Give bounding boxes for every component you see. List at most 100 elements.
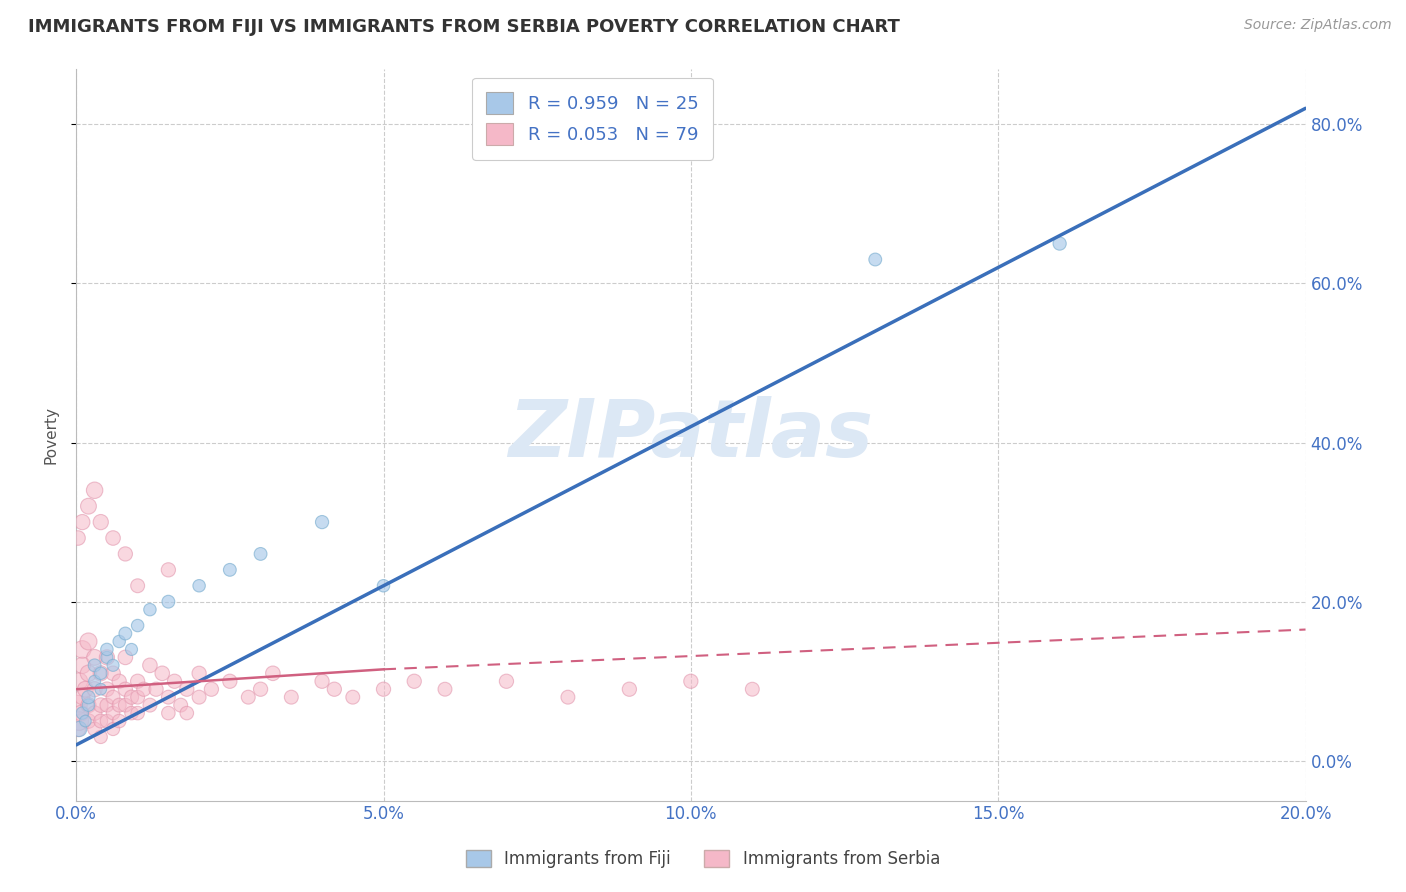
Point bbox=[373, 579, 395, 593]
Point bbox=[101, 531, 124, 545]
Point bbox=[249, 682, 271, 697]
Point bbox=[1049, 236, 1071, 251]
Point bbox=[132, 682, 155, 697]
Point bbox=[72, 706, 94, 720]
Point bbox=[150, 666, 173, 681]
Point bbox=[114, 682, 136, 697]
Point bbox=[145, 682, 167, 697]
Point bbox=[101, 658, 124, 673]
Point bbox=[114, 698, 136, 713]
Point bbox=[83, 483, 105, 498]
Legend: Immigrants from Fiji, Immigrants from Serbia: Immigrants from Fiji, Immigrants from Se… bbox=[460, 843, 946, 875]
Point bbox=[373, 682, 395, 697]
Point bbox=[77, 666, 100, 681]
Point bbox=[75, 714, 97, 728]
Point bbox=[83, 658, 105, 673]
Text: Source: ZipAtlas.com: Source: ZipAtlas.com bbox=[1244, 18, 1392, 32]
Point bbox=[66, 698, 89, 713]
Point bbox=[90, 714, 112, 728]
Point bbox=[101, 666, 124, 681]
Point bbox=[77, 690, 100, 705]
Point bbox=[679, 674, 702, 689]
Point bbox=[311, 674, 333, 689]
Text: ZIPatlas: ZIPatlas bbox=[509, 395, 873, 474]
Point bbox=[101, 706, 124, 720]
Point bbox=[127, 674, 149, 689]
Point bbox=[67, 722, 90, 736]
Point bbox=[96, 642, 118, 657]
Point bbox=[557, 690, 579, 705]
Point bbox=[127, 579, 149, 593]
Point bbox=[200, 682, 222, 697]
Point bbox=[218, 563, 240, 577]
Point bbox=[114, 650, 136, 665]
Point bbox=[108, 674, 131, 689]
Legend: R = 0.959   N = 25, R = 0.053   N = 79: R = 0.959 N = 25, R = 0.053 N = 79 bbox=[472, 78, 713, 160]
Point bbox=[108, 634, 131, 648]
Point bbox=[66, 531, 89, 545]
Point bbox=[495, 674, 517, 689]
Point bbox=[77, 698, 100, 713]
Point bbox=[139, 602, 162, 616]
Point bbox=[108, 714, 131, 728]
Point bbox=[90, 515, 112, 529]
Point bbox=[90, 682, 112, 697]
Point bbox=[262, 666, 284, 681]
Y-axis label: Poverty: Poverty bbox=[44, 406, 58, 464]
Point bbox=[121, 642, 143, 657]
Point bbox=[83, 706, 105, 720]
Point bbox=[77, 714, 100, 728]
Point bbox=[139, 698, 162, 713]
Point bbox=[114, 626, 136, 640]
Point bbox=[72, 515, 94, 529]
Point bbox=[238, 690, 260, 705]
Point bbox=[121, 690, 143, 705]
Point bbox=[90, 730, 112, 744]
Text: IMMIGRANTS FROM FIJI VS IMMIGRANTS FROM SERBIA POVERTY CORRELATION CHART: IMMIGRANTS FROM FIJI VS IMMIGRANTS FROM … bbox=[28, 18, 900, 36]
Point bbox=[619, 682, 641, 697]
Point bbox=[157, 690, 180, 705]
Point bbox=[72, 642, 94, 657]
Point bbox=[127, 690, 149, 705]
Point bbox=[90, 698, 112, 713]
Point bbox=[70, 706, 93, 720]
Point bbox=[75, 682, 97, 697]
Point bbox=[157, 563, 180, 577]
Point bbox=[127, 706, 149, 720]
Point bbox=[72, 690, 94, 705]
Point bbox=[249, 547, 271, 561]
Point bbox=[311, 515, 333, 529]
Point bbox=[157, 706, 180, 720]
Point bbox=[114, 547, 136, 561]
Point bbox=[96, 650, 118, 665]
Point bbox=[176, 682, 198, 697]
Point bbox=[67, 674, 90, 689]
Point bbox=[865, 252, 887, 267]
Point bbox=[101, 690, 124, 705]
Point bbox=[96, 682, 118, 697]
Point bbox=[66, 722, 89, 736]
Point bbox=[157, 595, 180, 609]
Point bbox=[77, 499, 100, 513]
Point bbox=[139, 658, 162, 673]
Point bbox=[96, 698, 118, 713]
Point bbox=[77, 634, 100, 648]
Point bbox=[218, 674, 240, 689]
Point bbox=[83, 722, 105, 736]
Point bbox=[188, 666, 211, 681]
Point bbox=[90, 666, 112, 681]
Point bbox=[323, 682, 346, 697]
Point bbox=[83, 674, 105, 689]
Point bbox=[433, 682, 456, 697]
Point bbox=[72, 658, 94, 673]
Point bbox=[77, 698, 100, 713]
Point bbox=[169, 698, 191, 713]
Point bbox=[176, 706, 198, 720]
Point bbox=[108, 698, 131, 713]
Point bbox=[127, 618, 149, 632]
Point bbox=[342, 690, 364, 705]
Point bbox=[188, 690, 211, 705]
Point bbox=[67, 714, 90, 728]
Point bbox=[83, 682, 105, 697]
Point bbox=[101, 722, 124, 736]
